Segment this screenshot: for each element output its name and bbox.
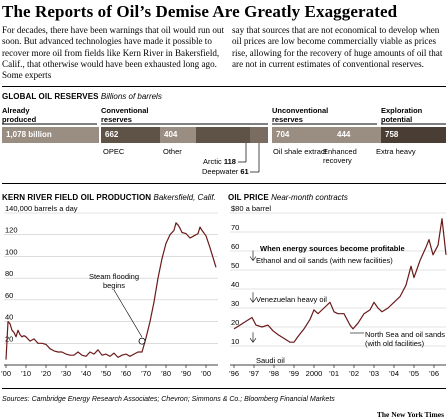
- y-tick-label: 40: [231, 280, 239, 289]
- x-tick-label: ’30: [61, 369, 71, 378]
- value-deepwater: 61: [240, 167, 249, 176]
- y-tick-label: 30: [231, 299, 239, 308]
- label-other: Other: [163, 147, 182, 156]
- kern-chart-title-text: KERN RIVER FIELD OIL PRODUCTION: [2, 193, 152, 202]
- price-annotation-saudi: Saudi oil: [256, 356, 285, 365]
- x-tick-label: ’98: [269, 369, 279, 378]
- y-tick-label: 40: [5, 313, 13, 322]
- arrow-ethanol-head: [249, 256, 257, 261]
- x-tick-label: ’03: [369, 369, 379, 378]
- kern-annotation-steam: Steam flooding begins: [88, 272, 140, 290]
- x-tick-label: ’99: [289, 369, 299, 378]
- bar-segment-deepwater: [250, 127, 268, 143]
- x-tick-label: ’97: [249, 369, 259, 378]
- arrow-venezuelan-head: [249, 298, 257, 303]
- annotation-leader: [113, 289, 143, 338]
- price-annotation-venezuelan: Venezuelan heavy oil: [256, 295, 327, 304]
- label-enhanced: Enhanced recovery: [323, 147, 357, 165]
- bar-segment-produced: 1,078 billion: [2, 127, 99, 143]
- y-tick-label: 120: [5, 226, 18, 235]
- reserves-unit: Billions of barrels: [100, 92, 162, 101]
- annotation-marker: [138, 337, 146, 345]
- y-tick-label: 60: [5, 291, 13, 300]
- group-label-produced: Already produced: [2, 106, 37, 124]
- group-label-conventional: Conventional reserves: [101, 106, 149, 124]
- y-tick-label: 140,000 barrels a day: [5, 204, 78, 213]
- value-arctic: 118: [223, 157, 236, 166]
- x-tick-label: ’00: [1, 369, 11, 378]
- price-chart-title-text: OIL PRICE: [228, 193, 269, 202]
- y-tick-label: 20: [5, 334, 13, 343]
- reserves-title-text: GLOBAL OIL RESERVES: [2, 92, 99, 101]
- source-note: Sources: Cambridge Energy Research Assoc…: [2, 396, 335, 403]
- label-arctic-text: Arctic: [203, 157, 222, 166]
- page-title: The Reports of Oil’s Demise Are Greatly …: [2, 2, 398, 21]
- label-deepwater-text: Deepwater: [202, 167, 239, 176]
- x-tick-label: ’70: [141, 369, 151, 378]
- divider-top: [2, 86, 446, 87]
- y-tick-label: 50: [231, 261, 239, 270]
- arrow-saudi-head: [249, 338, 257, 343]
- y-tick-label: 10: [231, 337, 239, 346]
- price-chart-subtitle: Near-month contracts: [271, 193, 348, 202]
- x-tick-label: ’00: [201, 369, 211, 378]
- price-annotation-north-sea: North Sea and oil sands (with old facili…: [365, 330, 446, 348]
- bar-segment-oil-shale: 704: [272, 127, 342, 143]
- bar-segment-opec: 662: [101, 127, 160, 143]
- x-tick-label: ’10: [21, 369, 31, 378]
- x-tick-label: ’20: [41, 369, 51, 378]
- y-tick-label: 80: [5, 269, 13, 278]
- x-tick-label: ’04: [389, 369, 399, 378]
- x-tick-label: ’90: [181, 369, 191, 378]
- bar-segment-exploration: 758: [381, 127, 446, 143]
- y-tick-label: 60: [231, 242, 239, 251]
- y-tick-label: 20: [231, 318, 239, 327]
- bar-segment-extra-heavy: 444: [333, 127, 381, 143]
- x-tick-label: ’05: [409, 369, 419, 378]
- x-tick-label: ’96: [229, 369, 239, 378]
- divider-bottom: [2, 388, 446, 389]
- credit-logo: The New York Times: [376, 410, 444, 419]
- reserves-title: GLOBAL OIL RESERVES Billions of barrels: [2, 92, 162, 101]
- price-annotation-ethanol: Ethanol and oil sands (with new faciliti…: [256, 256, 393, 265]
- intro-text-right: say that sources that are not economical…: [232, 25, 443, 69]
- group-label-exploration: Exploration potential: [381, 106, 423, 124]
- label-arctic: Arctic 118: [203, 157, 236, 166]
- x-tick-label: ’80: [161, 369, 171, 378]
- intro-text-left: For decades, there have been warnings th…: [2, 25, 224, 81]
- y-tick-label: 70: [231, 223, 239, 232]
- label-oil-shale: Oil shale extract: [273, 147, 327, 156]
- x-tick-label: ’50: [101, 369, 111, 378]
- bar-segment-arctic-deepwater: [196, 127, 250, 143]
- x-tick-label: ’60: [121, 369, 131, 378]
- x-tick-label: 2000: [306, 369, 323, 378]
- x-tick-label: ’02: [349, 369, 359, 378]
- x-tick-label: ’01: [329, 369, 339, 378]
- divider-middle: [2, 183, 446, 184]
- label-extra-heavy: Extra heavy: [376, 147, 416, 156]
- series-line: [5, 222, 217, 360]
- bar-segment-other: 404: [160, 127, 196, 143]
- group-label-unconventional: Unconventional reserves: [272, 106, 329, 124]
- x-tick-label: ’06: [429, 369, 439, 378]
- series-line: [233, 218, 447, 343]
- x-tick-label: ’40: [81, 369, 91, 378]
- kern-chart-title: KERN RIVER FIELD OIL PRODUCTION Bakersfi…: [2, 193, 216, 202]
- price-annotation-headline: When energy sources become profitable: [260, 244, 405, 253]
- label-opec: OPEC: [103, 147, 125, 156]
- price-chart-title: OIL PRICE Near-month contracts: [228, 193, 348, 202]
- reserves-brackets: [2, 123, 446, 173]
- kern-chart-subtitle: Bakersfield, Calif.: [153, 193, 216, 202]
- y-tick-label: 100: [5, 247, 18, 256]
- y-tick-label: $80 a barrel: [231, 204, 271, 213]
- label-deepwater: Deepwater 61: [202, 167, 249, 176]
